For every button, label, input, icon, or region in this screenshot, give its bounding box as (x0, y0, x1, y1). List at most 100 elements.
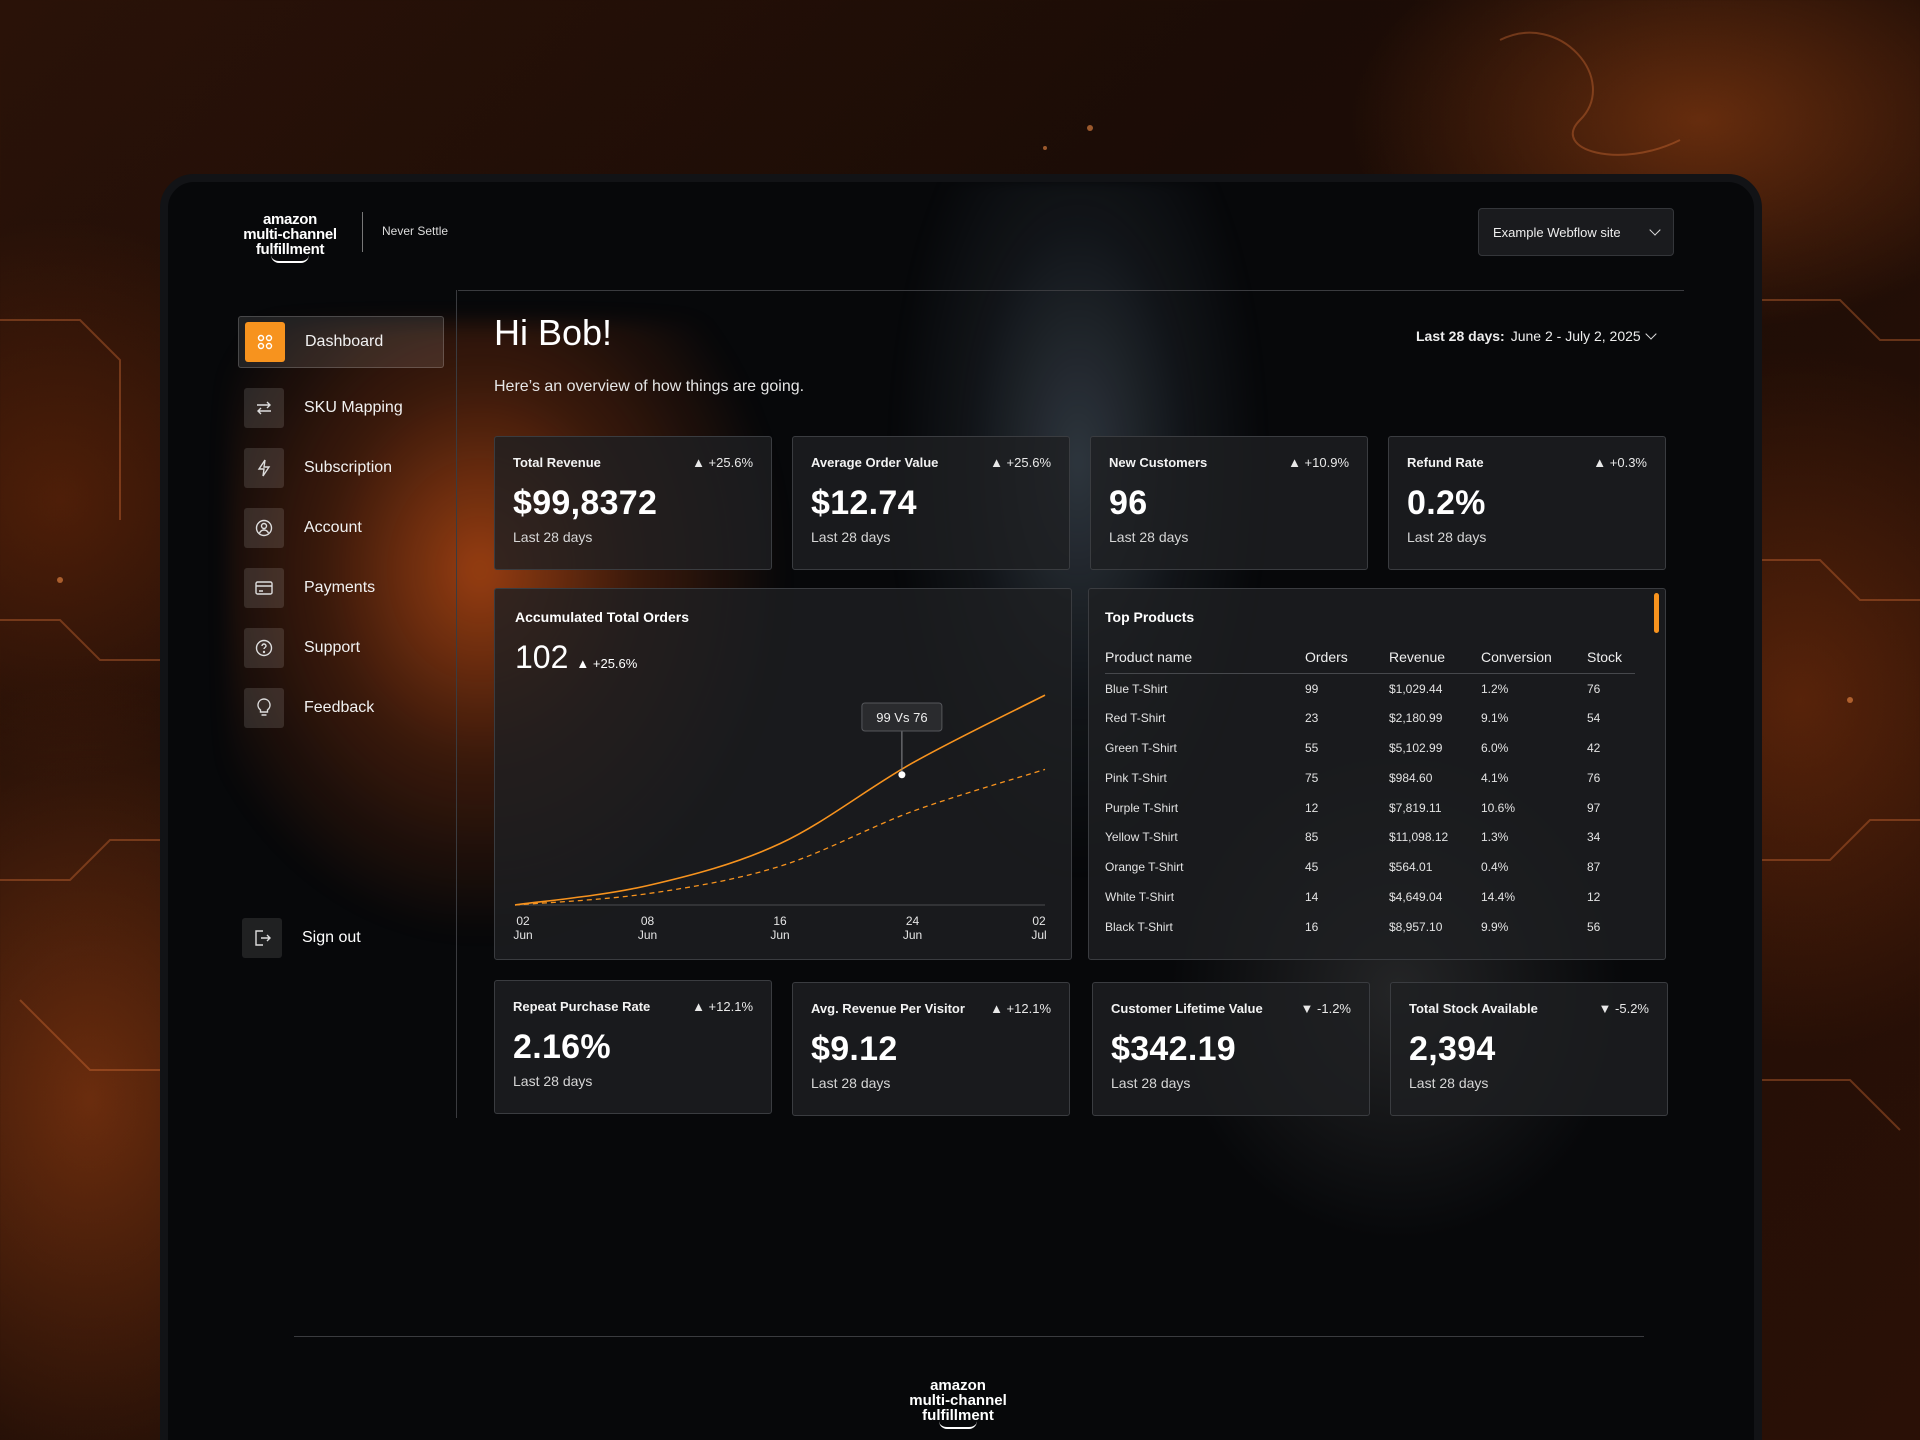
kpi-period: Last 28 days (1407, 529, 1487, 545)
chevron-down-icon (1649, 224, 1661, 236)
kpi-value: $342.19 (1111, 1030, 1237, 1068)
column-header[interactable]: Conversion (1481, 649, 1587, 674)
products-title: Top Products (1105, 609, 1195, 625)
column-header[interactable]: Orders (1305, 649, 1389, 674)
kpi-value: $12.74 (811, 484, 917, 522)
site-selector-value: Example Webflow site (1493, 224, 1621, 240)
date-range-selector[interactable]: Last 28 days: June 2 - July 2, 2025 (1416, 328, 1657, 344)
sidebar-item-feedback[interactable]: Feedback (238, 682, 444, 734)
sidebar-item-label: SKU Mapping (304, 399, 403, 416)
x-tick-label-day: 24 (906, 914, 920, 928)
chart-tooltip (861, 702, 943, 732)
sidebar-item-payments[interactable]: Payments (238, 562, 444, 614)
table-cell: 34 (1587, 830, 1601, 845)
table-row[interactable]: Pink T-Shirt 75 $984.60 4.1% 76 (1105, 763, 1635, 793)
sidebar-item-label: Dashboard (305, 333, 384, 350)
swap-arrows-icon (244, 388, 284, 428)
page-title: Hi Bob! (494, 312, 613, 353)
site-selector[interactable]: Example Webflow site (1478, 208, 1674, 256)
kpi-label: Total Stock Available (1409, 1001, 1538, 1016)
table-cell: White T-Shirt (1105, 889, 1175, 904)
table-row[interactable]: Blue T-Shirt 99 $1,029.44 1.2% 76 (1105, 674, 1635, 704)
x-tick-label-day: 02 (516, 914, 530, 928)
sidebar-item-account[interactable]: Account (238, 502, 444, 554)
table-cell: 4.1% (1481, 770, 1509, 785)
sidebar-item-subscription[interactable]: Subscription (238, 442, 444, 494)
table-cell: Black T-Shirt (1105, 919, 1173, 934)
table-row[interactable]: Purple T-Shirt 12 $7,819.11 10.6% 97 (1105, 793, 1635, 823)
table-scrollbar[interactable] (1654, 593, 1659, 633)
lightning-icon (244, 448, 284, 488)
kpi-label: Total Revenue (513, 455, 601, 470)
sidebar-item-label: Subscription (304, 459, 393, 476)
kpi-label: Refund Rate (1407, 455, 1484, 470)
brand-logo[interactable]: amazon multi-channel fulfillment (240, 212, 340, 263)
signout-button[interactable]: Sign out (242, 918, 361, 958)
table-cell: 87 (1587, 860, 1601, 875)
table-cell: $1,029.44 (1389, 681, 1443, 696)
kpi-delta: ▲ +12.1% (990, 1001, 1051, 1016)
table-cell: 1.2% (1481, 681, 1509, 696)
x-tick-label-month: Jun (638, 928, 657, 942)
kpi-delta: ▲ +10.9% (1288, 455, 1349, 470)
table-cell: 75 (1305, 770, 1319, 785)
column-header[interactable]: Product name (1105, 649, 1305, 674)
footer-logo: amazon multi-channel fulfillment (908, 1378, 1008, 1429)
kpi-period: Last 28 days (513, 529, 593, 545)
kpi-delta: ▲ +25.6% (692, 455, 753, 470)
table-cell: Pink T-Shirt (1105, 770, 1167, 785)
kpi-period: Last 28 days (513, 1073, 593, 1089)
table-cell: $984.60 (1389, 770, 1433, 785)
logout-icon (242, 918, 282, 958)
chart-title: Accumulated Total Orders (515, 609, 690, 625)
chevron-down-icon (1645, 328, 1657, 340)
kpi-delta: ▲ +25.6% (990, 455, 1051, 470)
sidebar-item-dashboard[interactable]: Dashboard (238, 316, 444, 368)
table-cell: 97 (1587, 800, 1601, 815)
table-cell: $11,098.12 (1389, 830, 1449, 845)
kpi-value: 2,394 (1409, 1030, 1496, 1068)
sidebar-item-label: Payments (304, 579, 376, 596)
table-cell: 56 (1587, 919, 1601, 934)
table-cell: Purple T-Shirt (1105, 800, 1179, 815)
table-cell: $2,180.99 (1389, 711, 1443, 726)
sidebar-item-support[interactable]: Support (238, 622, 444, 674)
table-row[interactable]: Red T-Shirt 23 $2,180.99 9.1% 54 (1105, 703, 1635, 733)
table-row[interactable]: Green T-Shirt 55 $5,102.99 6.0% 42 (1105, 733, 1635, 763)
column-header[interactable]: Revenue (1389, 649, 1481, 674)
table-row[interactable]: White T-Shirt 14 $4,649.04 14.4% 12 (1105, 882, 1635, 912)
table-cell: Red T-Shirt (1105, 711, 1166, 726)
dashboard-window: amazon multi-channel fulfillment Never S… (160, 174, 1762, 1440)
table-cell: 85 (1305, 830, 1319, 845)
series-line-dashed (514, 768, 1046, 906)
kpi-label: Avg. Revenue Per Visitor (811, 1001, 965, 1016)
table-row[interactable]: Orange T-Shirt 45 $564.01 0.4% 87 (1105, 852, 1635, 882)
x-tick-label-month: Jul (1031, 928, 1046, 942)
table-header-row: Product name Orders Revenue Conversion S… (1105, 649, 1635, 674)
table-cell: Orange T-Shirt (1105, 860, 1184, 875)
kpi-value: 2.16% (513, 1028, 611, 1066)
column-header[interactable]: Stock (1587, 649, 1635, 674)
sidebar-nav: Dashboard SKU Mapping Subscription Accou… (238, 316, 444, 742)
x-tick-label-month: Jun (903, 928, 922, 942)
highlight-point[interactable] (898, 771, 906, 779)
kpi-delta: ▲ +0.3% (1593, 455, 1647, 470)
credit-card-icon (244, 568, 284, 608)
tagline: Never Settle (382, 224, 449, 238)
table-cell: 55 (1305, 740, 1319, 755)
footer-divider (294, 1336, 1644, 1337)
top-products-table-card: Top Products Product name Orders Revenue… (1088, 588, 1666, 960)
table-row[interactable]: Yellow T-Shirt 85 $11,098.12 1.3% 34 (1105, 822, 1635, 852)
sidebar-item-sku-mapping[interactable]: SKU Mapping (238, 382, 444, 434)
sidebar-item-label: Feedback (304, 699, 375, 716)
kpi-value: 96 (1109, 484, 1148, 522)
table-cell: 99 (1305, 681, 1319, 696)
kpi-value: 0.2% (1407, 484, 1486, 522)
x-tick-label-day: 08 (641, 914, 655, 928)
table-cell: 14.4% (1481, 889, 1516, 904)
date-range-label: Last 28 days: (1416, 328, 1505, 344)
help-circle-icon (244, 628, 284, 668)
table-row[interactable]: Black T-Shirt 16 $8,957.10 9.9% 56 (1105, 912, 1635, 942)
table-cell: 45 (1305, 860, 1319, 875)
